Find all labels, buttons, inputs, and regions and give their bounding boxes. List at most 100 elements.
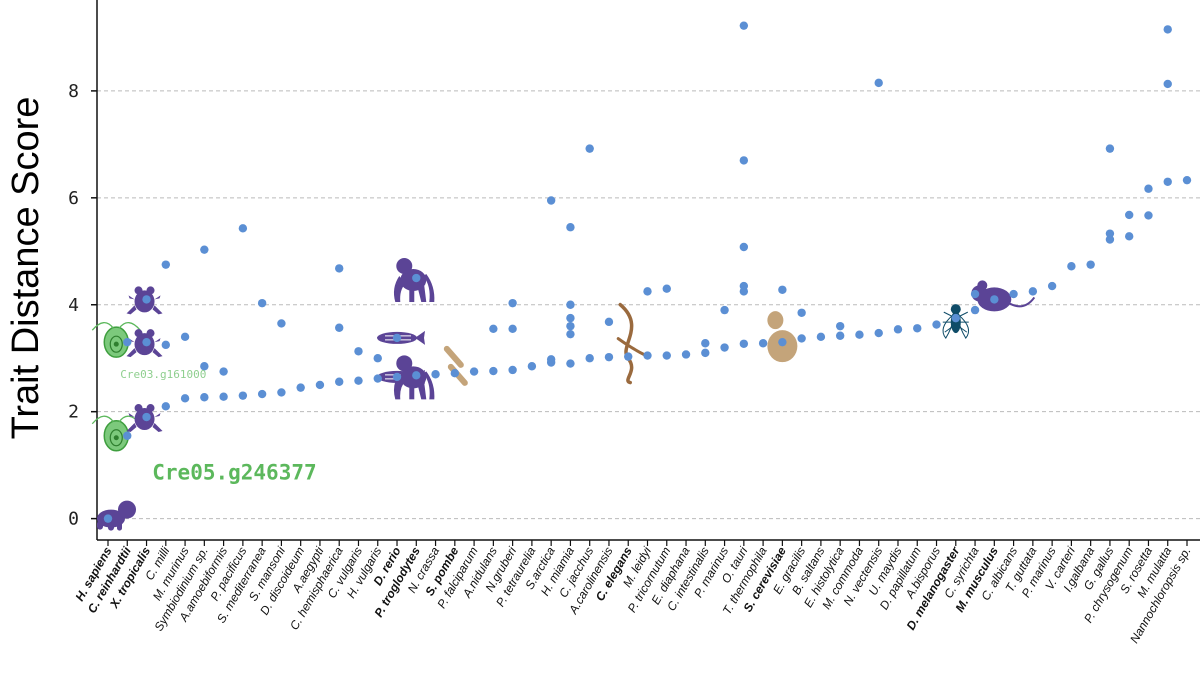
- data-point: [778, 337, 787, 347]
- data-point: [392, 333, 402, 343]
- data-point: [508, 365, 517, 375]
- data-point: [200, 393, 209, 402]
- data-point: [315, 380, 325, 390]
- data-point: [1105, 229, 1115, 238]
- data-point: [624, 352, 633, 361]
- data-point: [1028, 287, 1038, 296]
- data-point: [412, 273, 421, 283]
- data-point: [142, 295, 151, 304]
- data-point: [1105, 235, 1115, 244]
- data-point: [219, 367, 228, 376]
- data-point: [161, 260, 171, 269]
- y-axis-label: Trait Distance Score: [5, 97, 47, 440]
- budding-yeast-icon: [767, 311, 798, 363]
- mouse-icon: [970, 279, 1036, 313]
- data-point: [585, 354, 594, 363]
- data-point: [835, 331, 845, 340]
- data-point: [123, 431, 132, 440]
- data-point: [354, 376, 363, 385]
- data-point: [1086, 260, 1095, 269]
- data-point: [855, 330, 864, 339]
- data-point: [778, 285, 787, 294]
- data-point: [758, 339, 768, 348]
- data-point: [508, 298, 517, 308]
- data-point: [1105, 144, 1115, 153]
- data-point: [180, 394, 190, 403]
- data-point: [566, 223, 575, 232]
- data-point: [932, 320, 941, 329]
- organism-icons: [91, 258, 1036, 531]
- data-point: [238, 224, 248, 233]
- data-point: [123, 337, 132, 347]
- data-point: [142, 412, 151, 422]
- data-point: [701, 348, 710, 358]
- data-point: [257, 389, 267, 399]
- x-tick-marks: [107, 540, 1188, 546]
- data-point: [951, 313, 960, 323]
- data-point: [739, 21, 749, 30]
- data-point: [701, 339, 710, 348]
- data-point: [1124, 210, 1134, 220]
- y-tick-label: 4: [68, 295, 79, 316]
- data-point: [412, 371, 421, 380]
- data-point: [1009, 289, 1018, 299]
- data-point: [1163, 177, 1172, 186]
- data-point: [797, 334, 806, 343]
- data-point: [489, 366, 498, 376]
- data-point: [335, 377, 344, 386]
- data-point: [1163, 25, 1172, 34]
- data-point: [1182, 175, 1192, 185]
- y-axis: 0 2 4 6 8: [68, 0, 98, 540]
- y-tick-labels: 0 2 4 6 8: [68, 81, 97, 530]
- data-point: [990, 295, 999, 304]
- data-point: [431, 370, 440, 379]
- data-point: [662, 351, 671, 360]
- grid-lines: [97, 90, 1200, 520]
- data-point: [643, 351, 652, 360]
- fission-yeast-icon: [443, 345, 468, 386]
- data-point: [392, 372, 402, 382]
- data-point: [566, 329, 575, 339]
- infant-silhouette-icon: [97, 500, 136, 531]
- data-point: [913, 324, 922, 333]
- data-point: [604, 317, 614, 327]
- data-point: [1163, 79, 1172, 89]
- data-point: [373, 374, 382, 383]
- data-point: [566, 313, 575, 323]
- data-point: [662, 284, 671, 293]
- data-point: [277, 319, 286, 328]
- data-point: [720, 305, 729, 315]
- y-tick-label: 8: [68, 81, 79, 102]
- data-point: [238, 391, 248, 400]
- data-point: [1144, 211, 1153, 220]
- data-point: [103, 514, 113, 523]
- data-point: [739, 242, 749, 252]
- data-point: [893, 325, 903, 334]
- data-point: [643, 287, 652, 296]
- data-point: [508, 324, 517, 334]
- data-point: [970, 289, 980, 299]
- data-point: [816, 332, 826, 342]
- data-point: [335, 264, 344, 273]
- data-point: [739, 281, 749, 291]
- data-point: [874, 328, 883, 338]
- gene-annotations: Cre05.g246377 Cre03.g161000: [120, 368, 316, 485]
- nematode-icon: [616, 302, 646, 385]
- data-point: [720, 343, 729, 352]
- y-tick-label: 0: [68, 509, 79, 530]
- data-point: [970, 305, 980, 315]
- y-tick-label: 2: [68, 402, 79, 423]
- data-point: [219, 392, 228, 401]
- data-point: [489, 324, 498, 334]
- data-point: [566, 321, 575, 331]
- data-point: [161, 402, 171, 411]
- data-point: [739, 339, 749, 348]
- data-point: [681, 350, 691, 359]
- data-point: [604, 352, 614, 362]
- data-point: [874, 78, 883, 88]
- gene-label-secondary: Cre03.g161000: [120, 368, 206, 381]
- data-point: [296, 383, 305, 392]
- data-point: [200, 245, 209, 254]
